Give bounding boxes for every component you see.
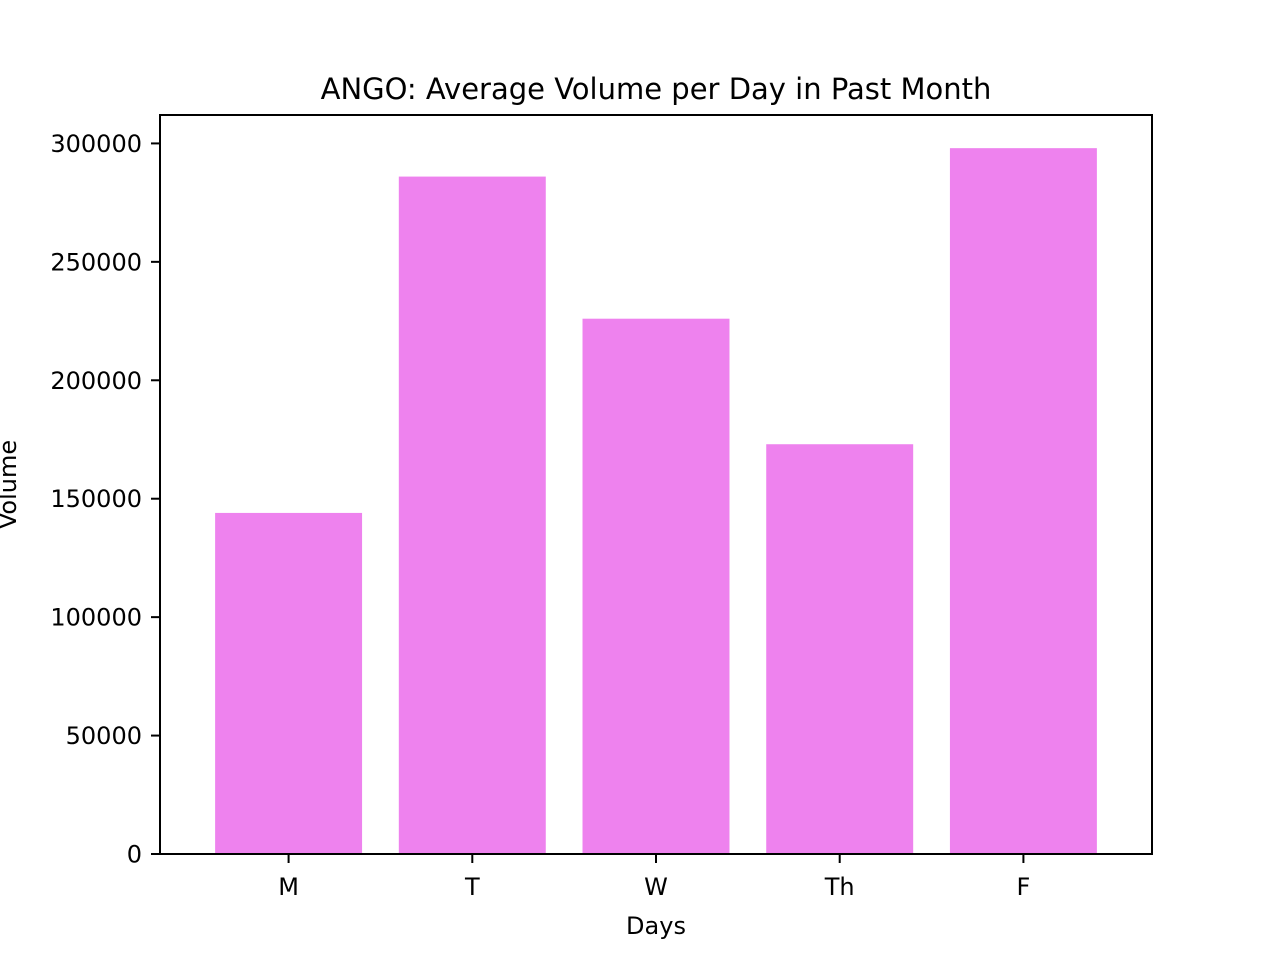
bar-w <box>582 318 730 854</box>
x-axis-title: Days <box>626 912 686 940</box>
x-tick-label: F <box>1017 873 1031 901</box>
y-tick-label: 250000 <box>50 248 142 276</box>
bar-m <box>215 512 363 854</box>
y-tick-label: 100000 <box>50 604 142 632</box>
x-tick-label: W <box>644 873 668 901</box>
x-tick-label: T <box>464 873 480 901</box>
y-axis-title: Volume <box>0 440 22 529</box>
bars-layer <box>215 148 1097 854</box>
y-tick-label: 200000 <box>50 367 142 395</box>
y-axis-ticks: 0 50000 100000 150000 200000 250000 300000 <box>50 130 160 869</box>
bar-f <box>949 148 1097 854</box>
y-tick-label: 50000 <box>66 722 142 750</box>
x-axis-ticks: M T W Th F <box>278 854 1030 901</box>
bar-t <box>398 176 546 854</box>
bar-th <box>766 444 914 854</box>
x-tick-label: M <box>278 873 299 901</box>
plot-frame <box>159 114 1153 855</box>
y-tick-label: 300000 <box>50 130 142 158</box>
y-tick-label: 150000 <box>50 485 142 513</box>
chart-title: ANGO: Average Volume per Day in Past Mon… <box>321 72 992 106</box>
x-tick-label: Th <box>824 873 855 901</box>
y-tick-label: 0 <box>127 841 142 869</box>
